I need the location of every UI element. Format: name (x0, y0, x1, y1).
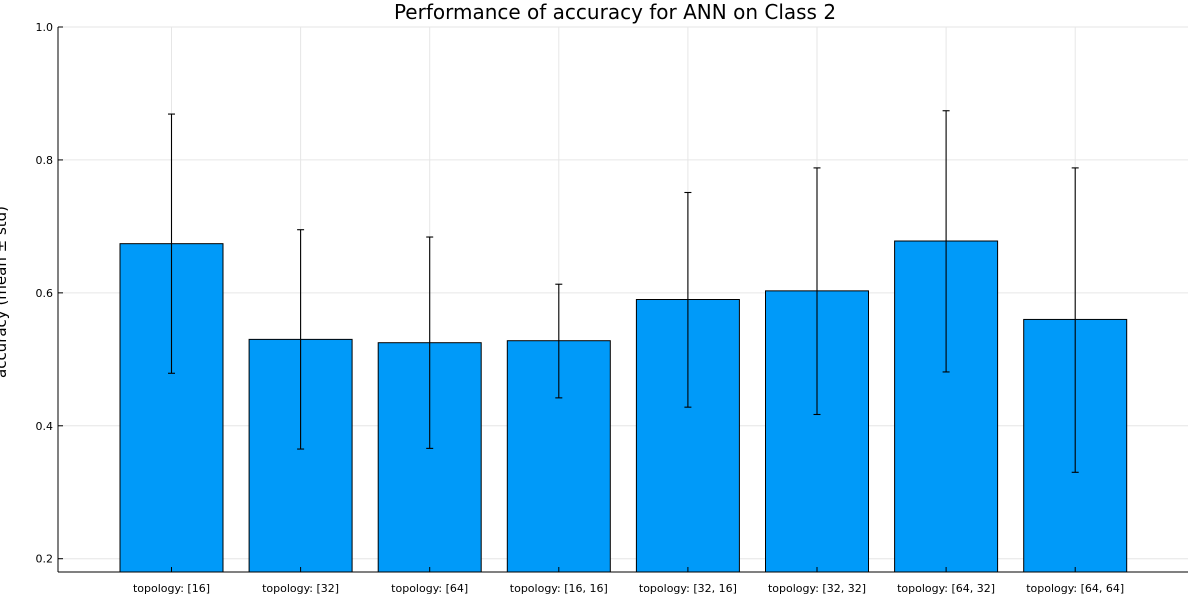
x-tick-label: topology: [64, 32] (897, 582, 995, 595)
chart-title: Performance of accuracy for ANN on Class… (394, 0, 836, 24)
grid-layer (58, 26, 1188, 572)
y-tick-label: 0.8 (36, 154, 54, 167)
x-tick-label: topology: [64, 64] (1026, 582, 1124, 595)
x-tick-label: topology: [32] (262, 582, 339, 595)
bars-layer (119, 240, 1128, 573)
error-bars-layer (168, 110, 1079, 473)
y-tick-label: 0.6 (36, 287, 54, 300)
y-tick-label: 0.2 (36, 553, 54, 566)
x-tick-label: topology: [16] (133, 582, 210, 595)
x-tick-label: topology: [64] (391, 582, 468, 595)
x-tick-label: topology: [32, 16] (639, 582, 737, 595)
tick-labels-layer: 0.2 0.4 0.6 0.8 1.0 topology: [16] topology: [… (36, 21, 1125, 595)
x-tick-label: topology: [16, 16] (510, 582, 608, 595)
x-tick-label: topology: [32, 32] (768, 582, 866, 595)
axes-layer (57, 26, 1188, 573)
y-axis-label: accuracy (mean ± std) (0, 206, 10, 378)
y-tick-label: 0.4 (36, 420, 54, 433)
y-tick-label: 1.0 (36, 21, 54, 34)
